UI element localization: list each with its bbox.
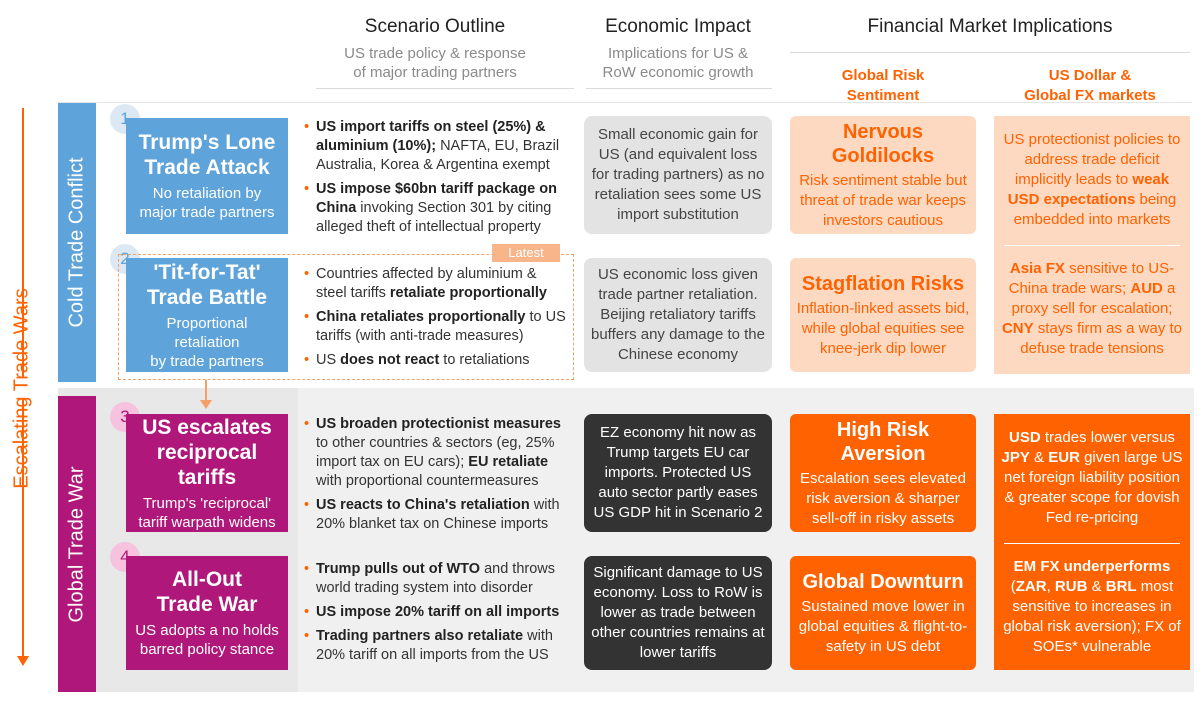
fx-global-panel — [994, 414, 1190, 670]
outline-bullet: US does not react to retaliations — [304, 351, 570, 370]
scenario-4-desc: US adopts a no holds barred policy stanc… — [135, 622, 279, 658]
scenario-outline-subtitle: US trade policy & response of major trad… — [344, 45, 526, 81]
scenario-2-outline: Countries affected by aluminium & steel … — [304, 265, 570, 375]
scenario-1-desc: No retaliation by major trade partners — [139, 185, 275, 221]
header-divider — [790, 52, 1190, 53]
scenario-2-title: 'Tit-for-Tat' Trade Battle — [146, 260, 268, 309]
risk-sentiment-3-title: High Risk Aversion — [836, 418, 930, 465]
risk-sentiment-2: Stagflation Risks Inflation-linked asset… — [790, 258, 976, 372]
risk-sentiment-4-title: Global Downturn — [802, 570, 964, 593]
scenario-1-title: Trump's Lone Trade Attack — [138, 131, 276, 179]
fx-impact-2: Asia FX sensitive to US-China trade wars… — [1001, 260, 1183, 357]
scenario-1-outline: US import tariffs on steel (25%) & alumi… — [304, 118, 572, 242]
scenario-3-outline: US broaden protectionist measures to oth… — [304, 415, 572, 539]
risk-sentiment-header: Global Risk Sentiment — [841, 67, 925, 104]
outline-bullet: Trump pulls out of WTO and throws world … — [304, 560, 572, 598]
risk-sentiment-1-title: Nervous Goldilocks — [831, 120, 935, 167]
outline-bullet: US reacts to China's retaliation with 20… — [304, 496, 572, 534]
scenario-2-desc: Proportional retaliation by trade partne… — [150, 314, 264, 370]
fx-divider — [1004, 543, 1180, 544]
outline-bullet: US impose 20% tariff on all imports — [304, 603, 572, 622]
risk-sentiment-3: High Risk Aversion Escalation sees eleva… — [790, 414, 976, 532]
risk-sentiment-2-title: Stagflation Risks — [801, 272, 965, 295]
scenario-4-title: All-Out Trade War — [156, 568, 258, 616]
outline-bullet: US import tariffs on steel (25%) & alumi… — [304, 118, 572, 175]
risk-sentiment-4-text: Sustained move lower in global equities … — [798, 597, 968, 655]
risk-sentiment-1-text: Risk sentiment stable but threat of trad… — [799, 171, 967, 229]
scenario-4-box: All-Out Trade War US adopts a no holds b… — [126, 556, 288, 670]
risk-sentiment-3-text: Escalation sees elevated risk aversion &… — [800, 469, 966, 527]
scenario-4-outline: Trump pulls out of WTO and throws world … — [304, 560, 572, 670]
cold-trade-conflict-tab: Cold Trade Conflict — [58, 103, 96, 382]
fx-impact-3: USD trades lower versus JPY & EUR given … — [1001, 429, 1183, 526]
economic-impact-title: Economic Impact — [605, 16, 751, 37]
latest-tag: Latest — [492, 244, 560, 262]
fx-impact-4: EM FX underperforms (ZAR, RUB & BRL most… — [1003, 558, 1181, 655]
header-divider — [586, 88, 772, 89]
scenario-1-box: Trump's Lone Trade Attack No retaliation… — [126, 118, 288, 234]
header-divider — [316, 88, 574, 89]
fx-markets-header: US Dollar & Global FX markets — [1024, 67, 1156, 104]
outline-bullet: Countries affected by aluminium & steel … — [304, 265, 570, 303]
scenario-3-desc: Trump's 'reciprocal' tariff warpath wide… — [138, 494, 276, 531]
economic-impact-2: US economic loss given trade partner ret… — [584, 258, 772, 372]
escalation-arrow-head — [17, 656, 29, 666]
risk-sentiment-2-text: Inflation-linked assets bid, while globa… — [796, 299, 970, 357]
global-trade-war-tab: Global Trade War — [58, 396, 96, 692]
latest-arrow-head — [200, 400, 212, 409]
outline-bullet: China retaliates proportionally to US ta… — [304, 308, 570, 346]
economic-impact-3: EZ economy hit now as Trump targets EU c… — [584, 414, 772, 532]
financial-implications-title: Financial Market Implications — [867, 16, 1113, 37]
scenario-3-title: US escalates reciprocal tariffs — [142, 415, 272, 489]
outline-bullet: US impose $60bn tariff package on China … — [304, 180, 572, 237]
risk-sentiment-1: Nervous Goldilocks Risk sentiment stable… — [790, 116, 976, 234]
outline-bullet: Trading partners also retaliate with 20%… — [304, 627, 572, 665]
economic-impact-4: Significant damage to US economy. Loss t… — [584, 556, 772, 670]
scenario-3-box: US escalates reciprocal tariffs Trump's … — [126, 414, 288, 532]
economic-impact-subtitle: Implications for US & RoW economic growt… — [602, 45, 754, 81]
outline-bullet: US broaden protectionist measures to oth… — [304, 415, 572, 491]
latest-arrow-shaft — [205, 380, 207, 404]
fx-impact-1: US protectionist policies to address tra… — [1003, 131, 1181, 228]
scenario-outline-title: Scenario Outline — [364, 16, 506, 37]
fx-divider — [1004, 245, 1180, 246]
scenario-2-box: 'Tit-for-Tat' Trade Battle Proportional … — [126, 258, 288, 372]
latest-highlight-frame — [118, 254, 574, 380]
risk-sentiment-4: Global Downturn Sustained move lower in … — [790, 556, 976, 670]
economic-impact-1: Small economic gain for US (and equivale… — [584, 116, 772, 234]
escalating-trade-wars-label: Escalating Trade Wars — [10, 287, 33, 489]
